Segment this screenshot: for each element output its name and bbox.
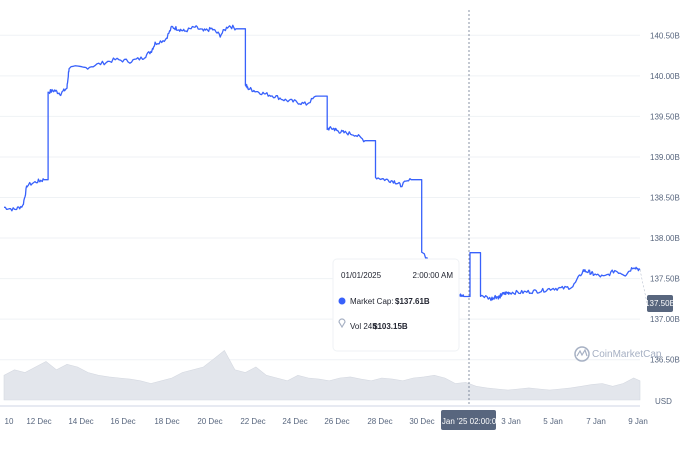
watermark: CoinMarketCap	[574, 346, 662, 362]
x-tick-label: 16 Dec	[110, 417, 135, 426]
y-tick-label: 139.50B	[650, 112, 680, 121]
crosshair: 1 Jan '25 02:00:00	[435, 10, 501, 430]
tooltip-marketcap-label: Market Cap:	[350, 297, 394, 306]
tooltip-marketcap-value: $137.61B	[395, 297, 430, 306]
y-tick-label: 138.50B	[650, 194, 680, 203]
x-axis: 10 12 Dec 14 Dec 16 Dec 18 Dec 20 Dec 22 Dec 24…	[0, 405, 648, 426]
gridlines	[0, 34, 640, 361]
tooltip-time: 2:00:00 AM	[413, 271, 454, 280]
x-tick-label: 12 Dec	[26, 417, 51, 426]
tooltip-volume-label: Vol 24h:	[350, 322, 379, 331]
y-tick-label: 136.50B	[650, 356, 680, 365]
x-tick-label: 30 Dec	[409, 417, 434, 426]
crosshair-x-label: 1 Jan '25 02:00:00	[435, 417, 501, 426]
tooltip: 01/01/2025 2:00:00 AM Market Cap: $137.6…	[332, 258, 460, 352]
x-tick-label: 14 Dec	[68, 417, 93, 426]
market-cap-line	[4, 24, 648, 304]
y-tick-label: 138.00B	[650, 234, 680, 243]
tooltip-date: 01/01/2025	[341, 271, 382, 280]
y-tick-label: 139.00B	[650, 153, 680, 162]
x-tick-label: 24 Dec	[282, 417, 307, 426]
tooltip-marketcap-dot-icon	[338, 297, 346, 305]
x-tick-label: 18 Dec	[154, 417, 179, 426]
coinmarketcap-logo-mark	[576, 348, 588, 357]
current-value-label-bg	[647, 295, 673, 312]
tooltip-box	[332, 258, 460, 352]
coinmarketcap-logo-icon	[574, 346, 590, 362]
y-axis-unit: USD	[655, 397, 672, 406]
x-tick-label: 7 Jan	[586, 417, 606, 426]
crosshair-x-label-bg	[441, 410, 496, 430]
x-tick-label: 10	[5, 417, 14, 426]
y-tick-label: 140.00B	[650, 72, 680, 81]
x-tick-label: 9 Jan	[628, 417, 648, 426]
x-tick-label: 20 Dec	[197, 417, 222, 426]
tooltip-volume-value: $103.15B	[373, 322, 408, 331]
y-tick-label: 140.50B	[650, 31, 680, 40]
current-value-guide	[639, 269, 648, 304]
market-cap-line-path	[4, 24, 641, 304]
current-value-marker: 137.50B	[645, 295, 675, 312]
y-tick-label: 137.00B	[650, 315, 680, 324]
x-tick-label: 5 Jan	[543, 417, 563, 426]
volume-area-path	[3, 350, 641, 401]
x-tick-label: 28 Dec	[367, 417, 392, 426]
y-axis: 140.50B 140.00B 139.50B 139.00B 138.50B 138.0…	[650, 31, 680, 406]
x-tick-label: 22 Dec	[240, 417, 265, 426]
tooltip-volume-pin-icon	[338, 318, 346, 329]
x-tick-label: 3 Jan	[501, 417, 521, 426]
volume-area	[3, 350, 641, 401]
x-tick-label: 26 Dec	[324, 417, 349, 426]
watermark-text: CoinMarketCap	[592, 349, 662, 360]
y-tick-label: 137.50B	[650, 275, 680, 284]
current-value-label: 137.50B	[645, 299, 675, 308]
